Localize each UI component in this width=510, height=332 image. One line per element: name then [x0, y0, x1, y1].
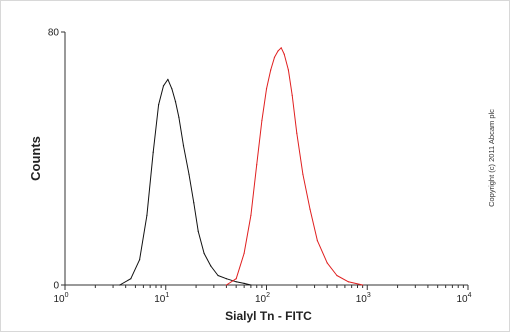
y-tick-label: 0 [53, 281, 59, 292]
y-tick-label: 80 [48, 28, 60, 39]
series-1-point [197, 230, 199, 232]
series-2-point [250, 214, 252, 216]
x-tick-label: 102 [255, 292, 270, 305]
series-1-point [167, 78, 169, 80]
series-2-point [347, 281, 349, 283]
series-2-point [256, 164, 258, 166]
series-1-point [178, 116, 180, 118]
series-1-point [146, 214, 148, 216]
series-2-point [261, 119, 263, 122]
x-tick-base: 10 [53, 294, 65, 305]
series-1-point [174, 101, 177, 103]
series-2-point [270, 69, 272, 71]
series-2-point [291, 94, 293, 96]
series-1-point [130, 278, 132, 280]
series-1-point [217, 274, 219, 277]
series-1-point [119, 284, 121, 286]
series-1-point [250, 284, 252, 286]
x-tick-exponent: 2 [266, 292, 270, 299]
x-tick-exponent: 1 [165, 292, 169, 299]
x-tick-exponent: 4 [468, 292, 472, 299]
series-1-point [225, 278, 227, 280]
x-tick-label: 103 [356, 292, 371, 305]
x-tick-label: 101 [154, 292, 169, 305]
series-2-point [336, 274, 338, 277]
series-2-point [265, 88, 268, 90]
series-1-point [158, 104, 160, 106]
series-1-point [188, 173, 190, 175]
series-1-point [243, 282, 245, 284]
series-1-point [182, 145, 185, 147]
series-2-point [296, 132, 298, 134]
y-axis-title: Counts [28, 136, 43, 181]
x-tick-label: 104 [456, 292, 471, 305]
series-2-point [362, 284, 364, 286]
series-2-point [273, 56, 276, 58]
axes [64, 32, 468, 286]
x-tick-label: 100 [53, 292, 68, 305]
series-2-point [326, 262, 328, 264]
series-line-1 [119, 78, 252, 286]
series-2-point [225, 284, 227, 286]
series-line-2 [226, 47, 363, 286]
series-2-point [243, 252, 245, 254]
series-2-point [280, 47, 282, 49]
x-tick-base: 10 [456, 294, 468, 305]
x-tick-exponent: 3 [367, 292, 371, 299]
series-1-point [235, 281, 237, 283]
x-axis-title: Sialyl Tn - FITC [225, 309, 312, 323]
series-layer [119, 47, 364, 286]
x-tick-exponent: 0 [65, 292, 69, 299]
x-tick-base: 10 [356, 294, 368, 305]
series-2-point [283, 53, 285, 55]
series-2-point [277, 50, 279, 52]
series-1-point [162, 85, 165, 87]
series-1-point [193, 202, 195, 204]
series-1-point [139, 259, 141, 261]
x-tick-base: 10 [255, 294, 267, 305]
series-1-point [210, 265, 212, 267]
series-2-point [309, 208, 311, 210]
series-1-point [171, 88, 173, 90]
copyright-annotation: Copyright (c) 2011 Abcam plc [487, 109, 496, 207]
series-2-point [235, 278, 237, 280]
series-1-point [152, 151, 154, 153]
series-2-point [302, 173, 304, 175]
series-2-point [287, 69, 289, 71]
series-1-point [203, 252, 205, 254]
x-tick-base: 10 [154, 294, 166, 305]
series-2-point [316, 240, 318, 242]
